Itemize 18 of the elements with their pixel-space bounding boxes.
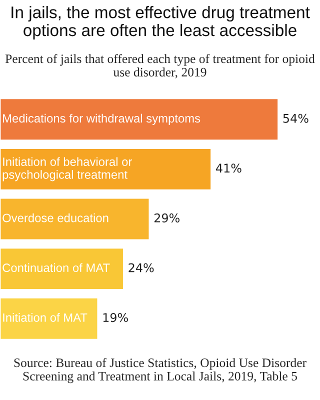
bar (0, 247, 124, 290)
bar (0, 148, 212, 191)
bar (0, 197, 150, 241)
bar (0, 296, 99, 340)
data-label: 41% (216, 164, 242, 173)
y-tick-label: Initiation of behavioral or psychological treatment (2, 157, 132, 182)
y-tick-label: Initiation of MAT (3, 313, 88, 322)
chart-title: In jails, the most effective drug treatment options are often the least accessible (12, 6, 310, 40)
data-label: 54% (283, 114, 308, 123)
chart-subtitle: Percent of jails that offered each type of treatment for opioid use disorder, 2019 (5, 54, 315, 78)
data-label: 29% (154, 213, 180, 222)
y-tick-label: Overdose education (2, 213, 108, 222)
data-label: 19% (103, 313, 128, 322)
source-note: Source: Bureau of Justice Statistics, Opioid Use Disorder Screening and Treatment in Local Jails, 2019, Table 5 (14, 358, 306, 384)
y-tick-label: Medications for withdrawal symptoms (3, 114, 200, 125)
y-tick-label: Continuation of MAT (2, 263, 110, 272)
bar (0, 98, 279, 142)
data-label: 24% (128, 263, 154, 272)
